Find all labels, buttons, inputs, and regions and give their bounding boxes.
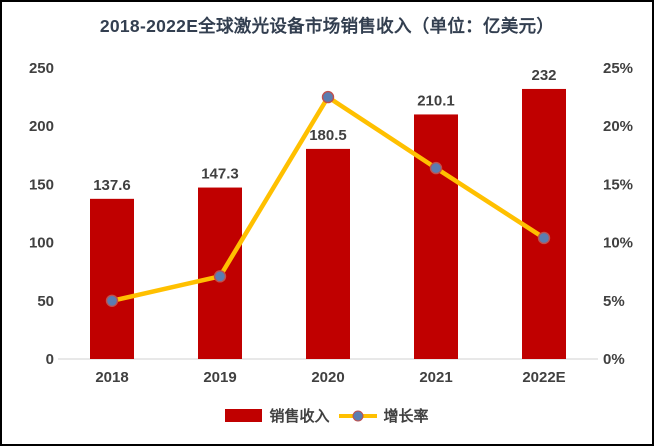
left-axis-tick: 200 bbox=[29, 118, 54, 135]
bar-2022E bbox=[522, 88, 566, 360]
bar-value-label: 232 bbox=[531, 67, 556, 84]
legend-item-sales: 销售收入 bbox=[225, 405, 330, 426]
x-axis-label: 2021 bbox=[419, 369, 452, 386]
chart-title: 2018-2022E全球激光设备市场销售收入（单位：亿美元） bbox=[99, 16, 555, 36]
bar-value-label: 180.5 bbox=[309, 127, 347, 144]
bar-value-label: 210.1 bbox=[417, 92, 455, 109]
legend-item-growth: 增长率 bbox=[338, 405, 429, 426]
growth-marker-2020 bbox=[321, 90, 335, 104]
bar-2021 bbox=[414, 114, 458, 359]
legend-label-sales: 销售收入 bbox=[269, 408, 330, 425]
left-axis-tick: 150 bbox=[29, 176, 54, 193]
left-axis-tick: 0 bbox=[46, 351, 54, 368]
growth-marker-2019 bbox=[213, 270, 227, 283]
left-axis-tick: 50 bbox=[37, 293, 54, 310]
x-axis-label: 2020 bbox=[311, 369, 344, 386]
legend-swatch-sales-bar bbox=[225, 409, 263, 422]
bar-2020 bbox=[306, 148, 350, 359]
plot-area: 250 200 150 100 50 0 25% 20% 15% 10% 5% 0% 137.6 2018… bbox=[29, 60, 633, 386]
growth-marker-2022E bbox=[537, 231, 551, 245]
legend-label-growth: 增长率 bbox=[383, 408, 429, 425]
x-axis-label: 2018 bbox=[95, 369, 128, 386]
bar-2018 bbox=[90, 198, 134, 359]
x-axis-label: 2022E bbox=[522, 369, 565, 386]
bar-value-label: 147.3 bbox=[201, 166, 239, 183]
right-axis-tick: 25% bbox=[603, 60, 633, 77]
right-axis-tick: 15% bbox=[603, 176, 633, 193]
bar-value-label: 137.6 bbox=[93, 177, 131, 194]
right-axis-tick: 20% bbox=[603, 118, 633, 135]
right-axis-tick: 0% bbox=[603, 351, 625, 368]
legend: 销售收入 增长率 bbox=[2, 405, 652, 426]
right-axis-tick: 10% bbox=[603, 235, 633, 252]
growth-marker-2018 bbox=[105, 294, 119, 307]
left-axis-tick: 250 bbox=[29, 60, 54, 77]
left-axis-tick: 100 bbox=[29, 235, 54, 252]
right-axis-tick: 5% bbox=[603, 293, 625, 310]
legend-marker-dot-icon bbox=[352, 410, 363, 421]
x-axis-label: 2019 bbox=[203, 369, 236, 386]
legend-swatch-growth-line bbox=[338, 410, 377, 421]
growth-marker-2021 bbox=[429, 161, 443, 175]
